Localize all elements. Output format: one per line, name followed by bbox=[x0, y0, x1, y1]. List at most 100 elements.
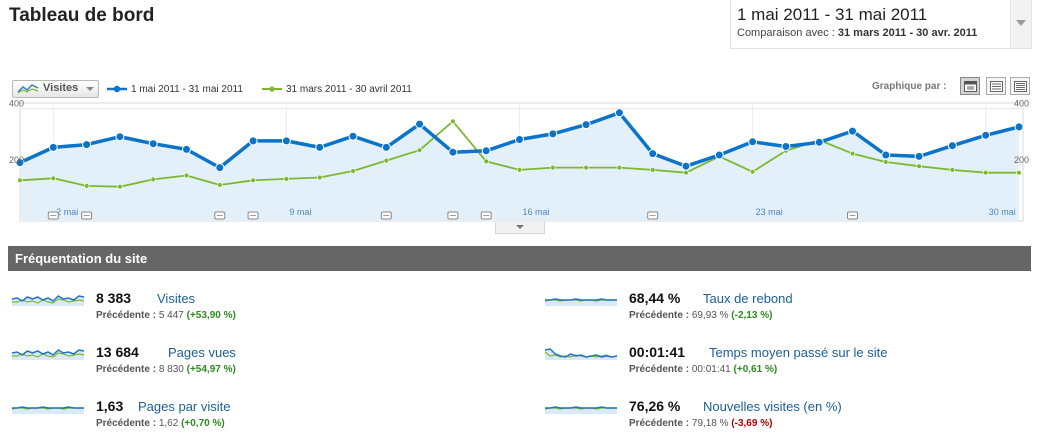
y-tick-label-right: 200 bbox=[1014, 155, 1029, 165]
sparkline-previous bbox=[544, 351, 618, 358]
previous-label: Précédente : bbox=[96, 418, 157, 429]
visits-line-chart: 400 400 200 200 2 mai 9 mai 16 mai 23 mai 30 mai bbox=[9, 100, 1029, 222]
stat-previous: Précédente : 00:01:41 (+0,61 %) bbox=[629, 364, 777, 375]
current-point bbox=[581, 120, 591, 130]
current-point bbox=[248, 136, 258, 146]
stat-link-visits[interactable]: Visites bbox=[157, 291, 196, 306]
stat-previous: Précédente : 79,18 % (-3,69 %) bbox=[629, 418, 772, 429]
previous-label: Précédente : bbox=[96, 310, 157, 321]
stat-value: 1,63 bbox=[96, 398, 124, 414]
view-week-button[interactable] bbox=[986, 77, 1006, 95]
current-point bbox=[381, 142, 391, 152]
previous-value: 00:01:41 bbox=[691, 364, 731, 375]
sparkline-current bbox=[545, 406, 617, 409]
previous-point bbox=[616, 164, 623, 171]
previous-point bbox=[283, 176, 290, 182]
annotation-icon bbox=[647, 211, 659, 220]
metric-selector-label: Visites bbox=[43, 82, 79, 94]
current-point bbox=[515, 135, 524, 144]
graph-by-label: Graphique par : bbox=[872, 81, 947, 92]
metric-selector[interactable]: Visites bbox=[12, 80, 99, 98]
stat-previous: Précédente : 69,93 % (-2,13 %) bbox=[629, 310, 772, 321]
current-point bbox=[215, 163, 225, 173]
stat-previous: Précédente : 1,62 (+0,70 %) bbox=[96, 418, 225, 429]
sparkline-current bbox=[11, 349, 85, 356]
sparkline-current bbox=[11, 295, 85, 302]
stat-value: 13 684 bbox=[96, 344, 139, 360]
previous-point bbox=[83, 183, 90, 189]
view-month-button[interactable] bbox=[1010, 77, 1030, 95]
x-tick-label: 16 mai bbox=[523, 207, 550, 217]
previous-label: Précédente : bbox=[96, 364, 157, 375]
comparison-prefix: Comparaison avec : bbox=[737, 27, 838, 39]
current-point bbox=[1014, 122, 1024, 132]
current-point bbox=[348, 131, 358, 141]
day-view-icon bbox=[964, 81, 977, 92]
previous-point bbox=[916, 163, 922, 169]
y-tick-label-left: 200 bbox=[9, 155, 24, 165]
section-title: Fréquentation du site bbox=[15, 251, 148, 266]
current-point bbox=[182, 144, 191, 154]
previous-point bbox=[450, 118, 456, 124]
date-dropdown-button[interactable] bbox=[1010, 0, 1031, 48]
current-point bbox=[981, 130, 991, 140]
sparkline bbox=[544, 298, 617, 306]
chart-axis-layer: 400 400 200 200 2 mai 9 mai 16 mai 23 mai 30 mai bbox=[9, 100, 1029, 220]
stat-pages-per-visit: 1,63 Pages par visite Précédente : 1,62 … bbox=[10, 398, 510, 440]
current-point bbox=[714, 150, 724, 160]
change-value: (+0,70 %) bbox=[181, 418, 225, 429]
previous-point bbox=[949, 167, 956, 173]
x-tick-label: 9 mai bbox=[289, 207, 311, 217]
current-point bbox=[648, 149, 658, 159]
stat-avg-time: 00:01:41 Temps moyen passé sur le site P… bbox=[543, 344, 1023, 386]
change-value: (+0,61 %) bbox=[733, 364, 778, 375]
current-point bbox=[481, 146, 491, 156]
legend-previous-label: 31 mars 2011 - 30 avril 2011 bbox=[286, 84, 412, 95]
previous-point bbox=[550, 164, 556, 171]
change-value: (+54,97 %) bbox=[186, 364, 236, 375]
annotation-icon bbox=[81, 211, 93, 220]
stat-link-avg-time[interactable]: Temps moyen passé sur le site bbox=[709, 345, 888, 360]
stat-new-visits: 76,26 % Nouvelles visites (en %) Précéde… bbox=[543, 398, 1023, 440]
stat-link-new-visits[interactable]: Nouvelles visites (en %) bbox=[703, 399, 842, 414]
annotation-icon bbox=[480, 211, 492, 220]
previous-point bbox=[516, 167, 523, 173]
sparkline bbox=[544, 348, 618, 360]
y-tick-label-left: 400 bbox=[9, 100, 24, 109]
current-point bbox=[148, 139, 158, 149]
collapse-chart-tab[interactable] bbox=[495, 222, 545, 234]
annotation-icon bbox=[47, 211, 59, 220]
sparkline bbox=[11, 295, 85, 306]
current-point bbox=[281, 136, 291, 146]
line-chart-icon bbox=[17, 84, 39, 94]
previous-point bbox=[683, 169, 689, 176]
previous-point bbox=[649, 167, 656, 173]
sparkline bbox=[11, 349, 85, 360]
stat-link-bounce-rate[interactable]: Taux de rebond bbox=[703, 291, 793, 306]
current-point bbox=[748, 137, 758, 147]
date-range-picker[interactable]: 1 mai 2011 - 31 mai 2011 Comparaison ave… bbox=[730, 0, 1032, 49]
current-point bbox=[415, 119, 425, 129]
current-point bbox=[814, 137, 824, 147]
chevron-down-icon bbox=[86, 87, 94, 91]
date-range-label: 1 mai 2011 - 31 mai 2011 bbox=[737, 5, 928, 24]
page-title: Tableau de bord bbox=[9, 5, 155, 26]
previous-point bbox=[849, 150, 856, 157]
current-point bbox=[448, 147, 458, 157]
current-point bbox=[848, 126, 857, 136]
current-point bbox=[315, 142, 325, 152]
previous-value: 5 447 bbox=[158, 310, 184, 321]
x-tick-label: 2 mai bbox=[56, 207, 78, 217]
sparkline-current bbox=[545, 298, 617, 301]
y-tick-label-right: 400 bbox=[1014, 100, 1029, 109]
stat-previous: Précédente : 5 447 (+53,90 %) bbox=[96, 310, 236, 321]
view-day-button[interactable] bbox=[960, 77, 980, 95]
stat-link-pages-per-visit[interactable]: Pages par visite bbox=[138, 399, 231, 414]
stat-link-pageviews[interactable]: Pages vues bbox=[168, 345, 236, 360]
previous-point bbox=[17, 177, 23, 184]
current-point bbox=[881, 150, 891, 160]
stat-pageviews: 13 684 Pages vues Précédente : 8 830 (+5… bbox=[10, 344, 510, 386]
previous-point bbox=[583, 164, 589, 171]
previous-point bbox=[1016, 169, 1022, 176]
stat-previous: Précédente : 8 830 (+54,97 %) bbox=[96, 364, 236, 375]
